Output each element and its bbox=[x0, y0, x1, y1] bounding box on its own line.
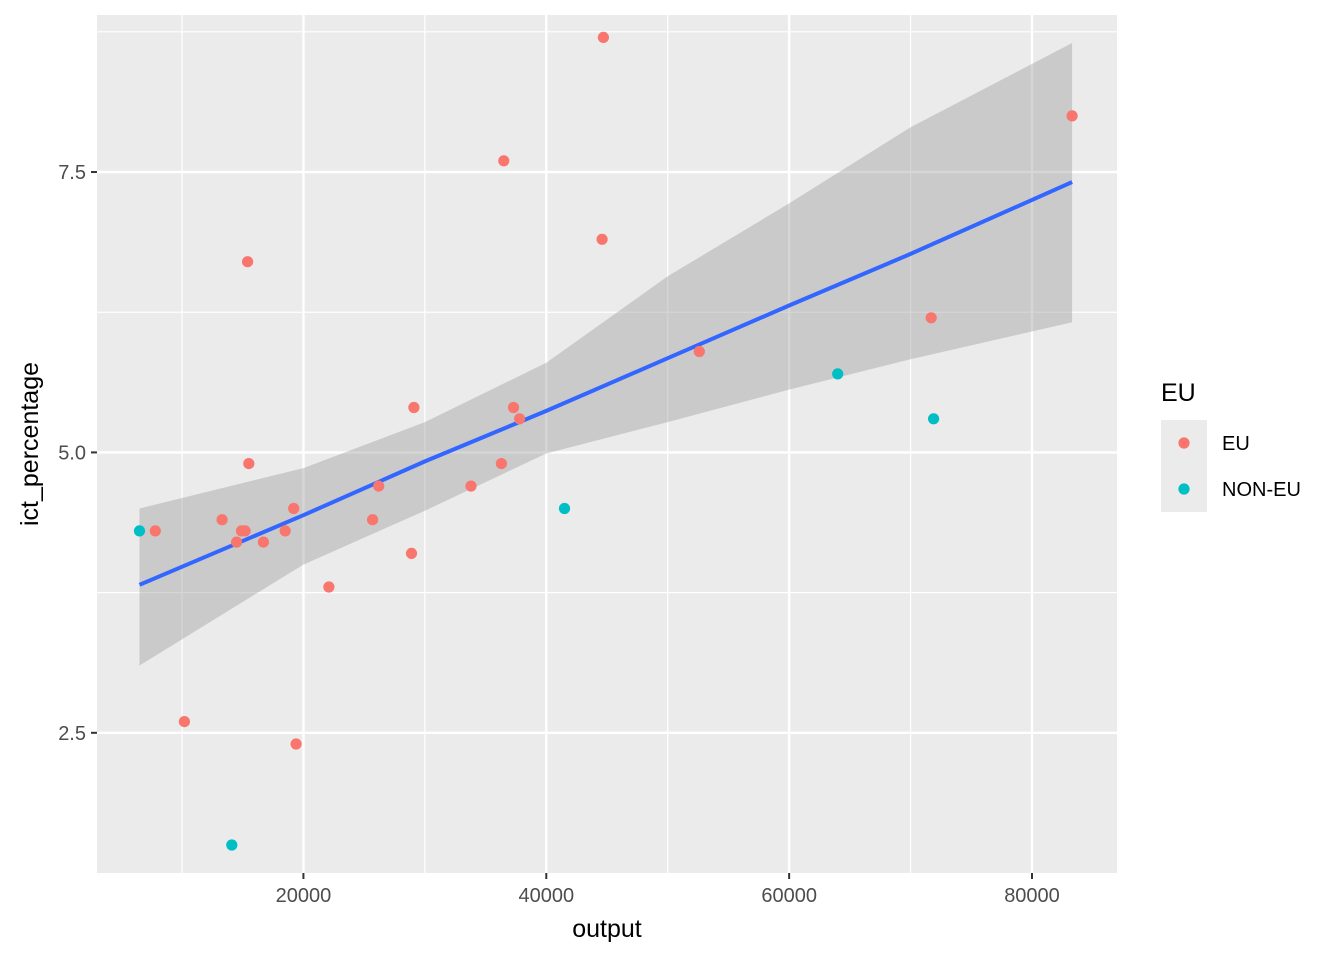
legend-entries: EU NON-EU bbox=[1161, 420, 1301, 512]
x-tick-label: 80000 bbox=[1004, 885, 1060, 907]
y-tick-label: 7.5 bbox=[58, 162, 86, 184]
point-eu bbox=[596, 233, 608, 245]
point-eu bbox=[288, 502, 300, 515]
point-non-eu bbox=[558, 502, 571, 515]
plot-panel bbox=[97, 15, 1117, 873]
point-eu bbox=[693, 345, 705, 358]
point-eu bbox=[257, 536, 269, 548]
legend-label: EU bbox=[1222, 433, 1250, 455]
x-tick-label: 60000 bbox=[761, 885, 817, 907]
major-gridlines bbox=[97, 15, 1117, 873]
point-eu bbox=[495, 458, 507, 470]
point-eu bbox=[373, 480, 385, 492]
regression-line bbox=[138, 180, 1073, 587]
confidence-band-area bbox=[139, 43, 1073, 666]
y-axis-ticks: 2.5 5.0 7.5 bbox=[58, 162, 97, 745]
point-eu bbox=[231, 536, 243, 548]
point-non-eu bbox=[928, 413, 940, 425]
point-eu bbox=[243, 458, 255, 470]
x-tick-label: 40000 bbox=[518, 885, 574, 907]
point-eu bbox=[408, 401, 420, 414]
legend-title: EU bbox=[1161, 379, 1196, 407]
x-axis-ticks: 20000 40000 60000 80000 bbox=[276, 873, 1060, 907]
legend: EU EU NON-EU bbox=[1161, 379, 1301, 512]
minor-gridlines bbox=[97, 15, 1117, 873]
point-eu bbox=[290, 738, 302, 750]
point-eu bbox=[149, 525, 161, 537]
point-eu bbox=[1066, 110, 1078, 122]
point-eu bbox=[597, 31, 610, 43]
x-axis-title: output bbox=[572, 915, 642, 943]
point-eu bbox=[323, 581, 335, 593]
point-eu bbox=[239, 525, 251, 537]
confidence-band bbox=[139, 43, 1073, 666]
point-eu bbox=[216, 514, 228, 526]
point-eu bbox=[367, 514, 379, 526]
y-tick-label: 2.5 bbox=[58, 723, 86, 745]
x-tick-label: 20000 bbox=[276, 885, 332, 907]
point-non-eu bbox=[832, 368, 844, 380]
point-eu bbox=[498, 155, 510, 167]
point-eu bbox=[178, 716, 190, 728]
legend-key-dot bbox=[1178, 437, 1190, 449]
legend-key-dot bbox=[1178, 483, 1190, 495]
y-axis-title: ict_percentage bbox=[16, 362, 44, 526]
fit-line bbox=[138, 180, 1073, 587]
point-eu bbox=[405, 547, 418, 560]
y-tick-label: 5.0 bbox=[58, 442, 86, 464]
legend-label: NON-EU bbox=[1222, 479, 1301, 501]
point-non-eu bbox=[226, 839, 238, 851]
point-eu bbox=[279, 525, 291, 537]
point-eu bbox=[465, 480, 477, 492]
point-eu bbox=[514, 413, 526, 425]
point-eu bbox=[507, 401, 520, 414]
point-eu bbox=[925, 312, 937, 324]
point-eu bbox=[242, 256, 254, 268]
point-non-eu bbox=[133, 525, 146, 537]
data-points bbox=[133, 31, 1078, 851]
